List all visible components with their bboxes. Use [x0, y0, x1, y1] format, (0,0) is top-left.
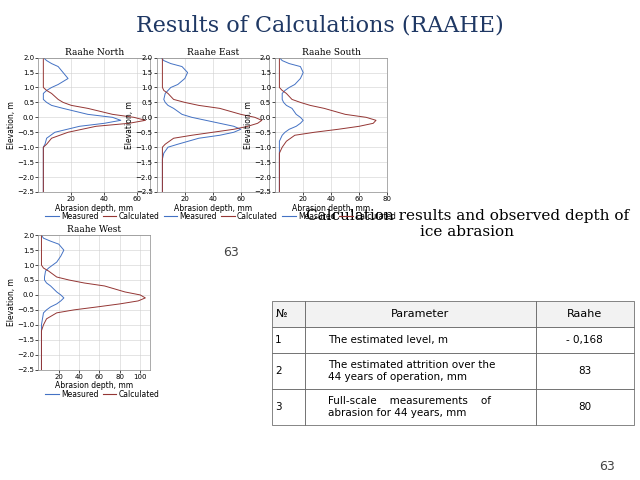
Y-axis label: Elevation, m: Elevation, m [6, 278, 16, 326]
Y-axis label: Elevation, m: Elevation, m [243, 101, 253, 149]
Title: Raahe East: Raahe East [187, 48, 239, 57]
Title: Raahe North: Raahe North [65, 48, 124, 57]
Title: Raahe West: Raahe West [67, 226, 122, 234]
Text: 63: 63 [223, 246, 239, 259]
Y-axis label: Elevation, m: Elevation, m [125, 101, 134, 149]
X-axis label: Abrasion depth, mm: Abrasion depth, mm [173, 204, 252, 213]
X-axis label: Abrasion depth, mm: Abrasion depth, mm [55, 381, 134, 390]
Title: Raahe South: Raahe South [301, 48, 361, 57]
Text: 63: 63 [598, 460, 614, 473]
Legend: Measured, Calculated: Measured, Calculated [279, 209, 399, 224]
Text: Results of Calculations (RAAHE): Results of Calculations (RAAHE) [136, 14, 504, 36]
Legend: Measured, Calculated: Measured, Calculated [42, 209, 163, 224]
Text: Calculation results and observed depth of
ice abrasion: Calculation results and observed depth o… [306, 209, 628, 239]
Legend: Measured, Calculated: Measured, Calculated [161, 209, 281, 224]
X-axis label: Abrasion depth, mm: Abrasion depth, mm [292, 204, 371, 213]
Y-axis label: Elevation, m: Elevation, m [6, 101, 16, 149]
X-axis label: Abrasion depth, mm: Abrasion depth, mm [55, 204, 134, 213]
Legend: Measured, Calculated: Measured, Calculated [42, 387, 163, 402]
